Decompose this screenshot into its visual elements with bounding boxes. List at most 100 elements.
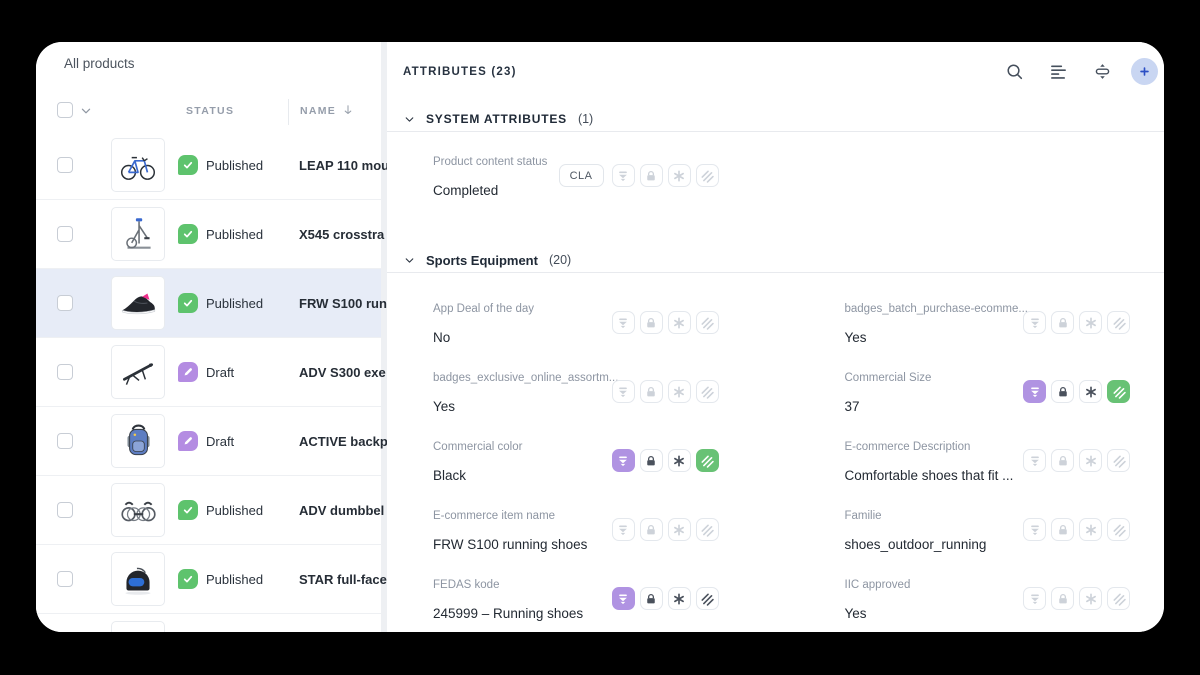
attribute-label: E-commerce item name [433, 510, 556, 522]
attribute-label: badges_exclusive_online_assortm... [433, 372, 619, 384]
row-checkbox[interactable] [57, 364, 73, 380]
lock-icon[interactable] [1051, 380, 1074, 403]
strikethrough-icon[interactable] [1107, 380, 1130, 403]
inheritance-icon[interactable] [611, 380, 635, 403]
product-thumbnail [111, 483, 165, 537]
chevron-down-icon[interactable] [80, 105, 92, 117]
attribute-value[interactable]: No [433, 330, 451, 345]
strikethrough-icon[interactable] [695, 587, 719, 610]
lock-icon[interactable] [639, 449, 663, 472]
strikethrough-icon[interactable] [695, 380, 719, 403]
product-row[interactable]: Published LEAP 110 mou [36, 131, 389, 200]
required-icon[interactable] [1079, 587, 1102, 610]
lock-icon[interactable] [1051, 587, 1074, 610]
select-all-checkbox[interactable] [57, 102, 73, 118]
add-attribute-button[interactable] [1131, 57, 1158, 85]
row-checkbox[interactable] [57, 571, 73, 587]
product-thumbnail [111, 414, 165, 468]
required-icon[interactable] [667, 380, 691, 403]
attributes-toolbar [999, 56, 1158, 86]
inheritance-icon[interactable] [611, 164, 635, 187]
inheritance-icon[interactable] [1023, 449, 1046, 472]
inheritance-icon[interactable] [611, 518, 635, 541]
search-icon[interactable] [999, 56, 1029, 86]
sort-descending-icon[interactable] [341, 103, 355, 117]
product-row[interactable]: Published ADV dumbbel [36, 476, 384, 545]
page-title: All products [64, 56, 135, 71]
lock-icon[interactable] [639, 311, 663, 334]
product-row[interactable]: Published FRW S100 run [36, 269, 387, 338]
expand-collapse-icon[interactable] [1087, 56, 1117, 86]
row-checkbox[interactable] [57, 226, 73, 242]
attribute-label: badges_batch_purchase-ecomme... [844, 303, 1028, 315]
attributes-column-right: badges_batch_purchase-ecomme... Yes Comm… [844, 303, 1130, 632]
column-header-name[interactable]: NAME [300, 105, 337, 117]
attribute-controls [611, 518, 719, 541]
attributes-title: ATTRIBUTES (23) [403, 66, 517, 78]
product-row[interactable] [36, 614, 381, 632]
attribute-value[interactable]: shoes_outdoor_running [844, 537, 987, 552]
section-header[interactable]: Sports Equipment (20) [387, 248, 1164, 272]
section-title: SYSTEM ATTRIBUTES [426, 112, 567, 126]
required-icon[interactable] [667, 518, 691, 541]
section-header[interactable]: SYSTEM ATTRIBUTES (1) [387, 107, 1164, 131]
attribute-label: App Deal of the day [433, 303, 535, 315]
inheritance-icon[interactable] [611, 449, 635, 472]
attribute-value[interactable]: FRW S100 running shoes [433, 537, 588, 552]
lock-icon[interactable] [639, 380, 663, 403]
required-icon[interactable] [1079, 311, 1102, 334]
lock-icon[interactable] [639, 518, 663, 541]
attribute-label: E-commerce Description [844, 441, 971, 453]
lock-icon[interactable] [1051, 311, 1074, 334]
strikethrough-icon[interactable] [695, 449, 719, 472]
strikethrough-icon[interactable] [695, 311, 719, 334]
row-checkbox[interactable] [57, 157, 73, 173]
required-icon[interactable] [667, 449, 691, 472]
section-divider [387, 272, 1164, 273]
inheritance-icon[interactable] [611, 587, 635, 610]
required-icon[interactable] [667, 587, 691, 610]
attribute-value[interactable]: 245999 – Running shoes [433, 606, 584, 621]
required-icon[interactable] [1079, 518, 1102, 541]
row-checkbox[interactable] [57, 295, 73, 311]
strikethrough-icon[interactable] [1107, 311, 1130, 334]
required-icon[interactable] [1079, 449, 1102, 472]
inheritance-icon[interactable] [611, 311, 635, 334]
list-header: STATUS NAME [36, 94, 381, 132]
attribute-value[interactable]: Yes [844, 330, 867, 345]
strikethrough-icon[interactable] [1107, 449, 1130, 472]
attribute-value[interactable]: Yes [433, 399, 456, 414]
strikethrough-icon[interactable] [1107, 587, 1130, 610]
strikethrough-icon[interactable] [695, 164, 719, 187]
attribute-sections: SYSTEM ATTRIBUTES (1) Product content st… [387, 107, 1164, 632]
product-row[interactable]: Draft ACTIVE backp [36, 407, 388, 476]
column-header-status[interactable]: STATUS [186, 105, 235, 117]
required-icon[interactable] [1079, 380, 1102, 403]
product-row[interactable]: Draft ADV S300 exe [36, 338, 386, 407]
attribute-value[interactable]: 37 [844, 399, 860, 414]
lock-icon[interactable] [1051, 449, 1074, 472]
strikethrough-icon[interactable] [695, 518, 719, 541]
attribute-value[interactable]: Comfortable shoes that fit ... [844, 468, 1014, 483]
row-checkbox[interactable] [57, 433, 73, 449]
lock-icon[interactable] [639, 164, 663, 187]
inheritance-icon[interactable] [1023, 380, 1046, 403]
required-icon[interactable] [667, 311, 691, 334]
attribute-value[interactable]: Yes [844, 606, 867, 621]
lock-icon[interactable] [639, 587, 663, 610]
lock-icon[interactable] [1051, 518, 1074, 541]
strikethrough-icon[interactable] [1107, 518, 1130, 541]
filter-list-icon[interactable] [1043, 56, 1073, 86]
status-badge [178, 155, 198, 175]
product-row[interactable]: Published STAR full-face [36, 545, 387, 614]
row-checkbox[interactable] [57, 502, 73, 518]
attribute-value[interactable]: Black [433, 468, 467, 483]
attribute-value[interactable]: Completed [433, 183, 499, 198]
inheritance-icon[interactable] [1023, 518, 1046, 541]
required-icon[interactable] [667, 164, 691, 187]
inheritance-icon[interactable] [1023, 311, 1046, 334]
product-row[interactable]: Published X545 crosstra [36, 200, 384, 269]
product-thumbnail [111, 207, 165, 261]
channel-chip[interactable]: CLA [558, 164, 604, 187]
inheritance-icon[interactable] [1023, 587, 1046, 610]
